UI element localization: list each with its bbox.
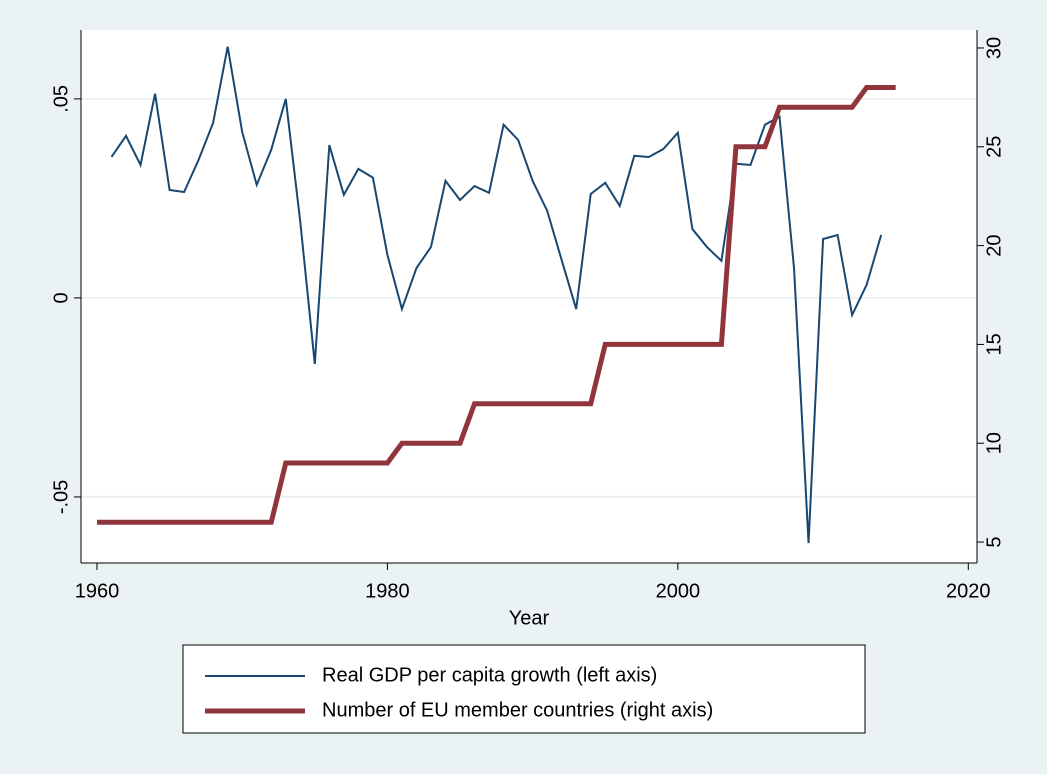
plot-area	[81, 30, 977, 563]
y2-tick-label: 25	[983, 136, 1005, 158]
x-tick-label: 1980	[365, 580, 410, 602]
y2-tick-label: 15	[983, 333, 1005, 355]
y-tick-label: -.05	[50, 480, 72, 514]
y2-tick-label: 10	[983, 432, 1005, 454]
y2-tick-label: 5	[983, 536, 1005, 547]
x-tick-label: 2020	[946, 580, 991, 602]
y2-tick-label: 30	[983, 37, 1005, 59]
series-line	[96, 85, 896, 525]
y-tick-label: 0	[50, 292, 72, 303]
y2-tick-label: 20	[983, 234, 1005, 256]
x-tick-label: 2000	[656, 580, 701, 602]
x-axis-label: Year	[509, 607, 550, 629]
y-tick-label: .05	[50, 85, 72, 113]
x-tick-label: 1960	[75, 580, 120, 602]
legend-label: Number of EU member countries (right axi…	[322, 699, 713, 721]
legend-label: Real GDP per capita growth (left axis)	[322, 664, 657, 686]
series-line	[110, 46, 883, 544]
legend-box	[182, 644, 866, 734]
